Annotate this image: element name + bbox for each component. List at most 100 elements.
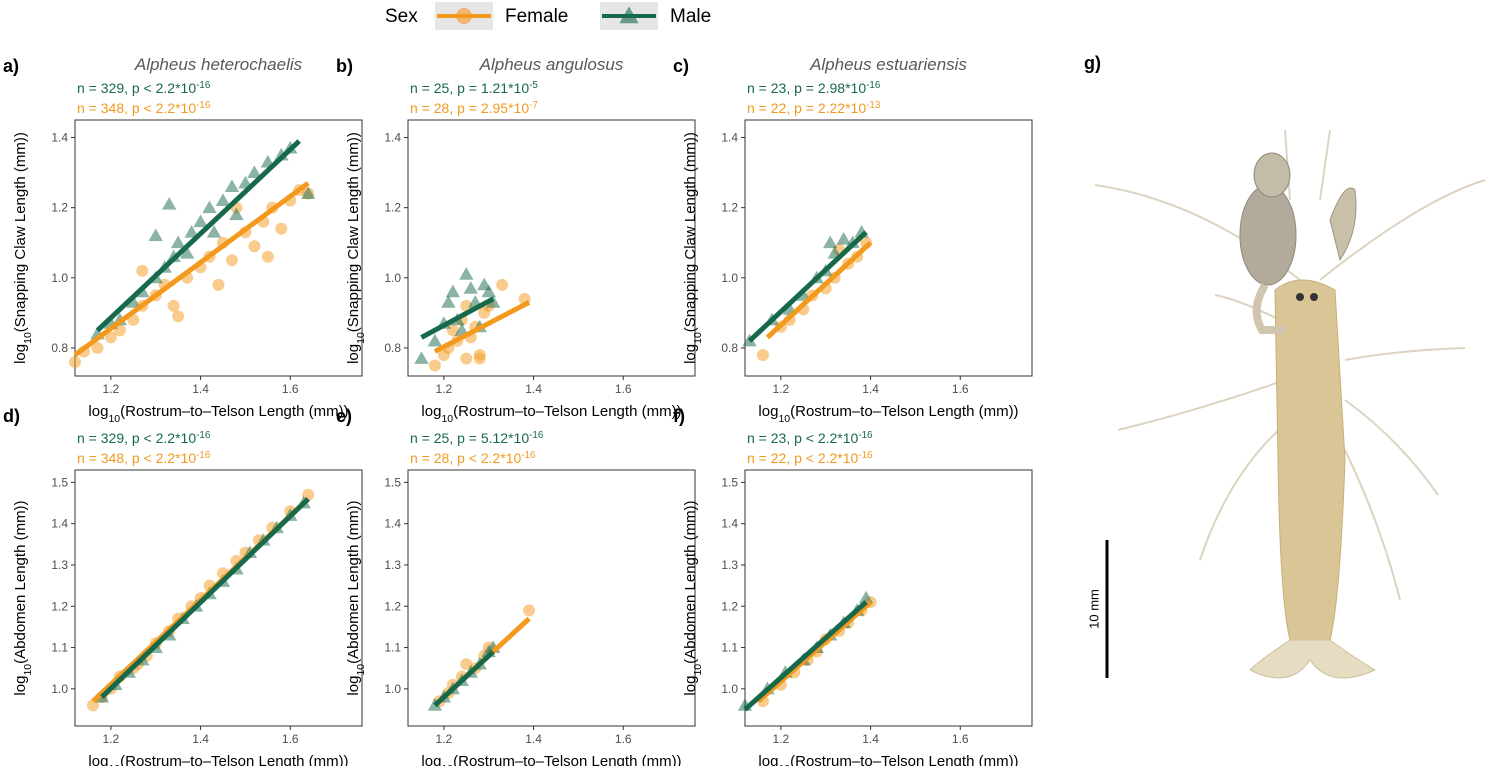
data-point xyxy=(275,222,288,235)
fit-line xyxy=(756,600,873,704)
y-tick-label: 1.5 xyxy=(384,475,401,489)
y-tick-label: 1.2 xyxy=(384,201,401,215)
data-point xyxy=(161,196,177,210)
data-point xyxy=(454,323,470,336)
data-point xyxy=(300,186,316,200)
text-part: -16 xyxy=(858,450,873,461)
fit-line xyxy=(743,600,868,712)
y-tick-label: 1.2 xyxy=(51,201,68,215)
text-part: log xyxy=(682,676,699,696)
text-part: n = 348, p < 2.2*10 xyxy=(77,100,196,116)
text-part: -16 xyxy=(196,100,211,111)
y-axis-label: log10(Abdomen Length (mm)) xyxy=(682,500,704,695)
data-point xyxy=(248,240,261,253)
stat-label: n = 348, p < 2.2*10-16 xyxy=(77,100,211,117)
legend-key-marker xyxy=(619,6,639,24)
text-part: 10 xyxy=(355,332,367,344)
legend-label: Male xyxy=(670,6,711,27)
text-part: log xyxy=(421,753,441,766)
x-axis-label: log10(Rostrum–to–Telson Length (mm)) xyxy=(758,753,1018,766)
text-part: (Rostrum–to–Telson Length (mm)) xyxy=(790,403,1018,420)
text-part: n = 28, p = 2.95*10 xyxy=(410,100,529,116)
text-part: (Rostrum–to–Telson Length (mm)) xyxy=(120,753,348,766)
panel-label: e) xyxy=(336,406,352,426)
text-part: -5 xyxy=(529,80,538,91)
data-point xyxy=(445,284,461,298)
data-point xyxy=(460,299,473,312)
data-point xyxy=(473,352,486,365)
data-point xyxy=(225,254,238,267)
text-part: n = 23, p < 2.2*10 xyxy=(747,430,859,446)
stat-label: n = 348, p < 2.2*10-16 xyxy=(77,450,211,467)
text-part: (Rostrum–to–Telson Length (mm)) xyxy=(453,403,681,420)
data-point xyxy=(229,207,244,221)
x-tick-label: 1.2 xyxy=(103,732,120,746)
text-part: -16 xyxy=(529,430,544,441)
text-part: 10 xyxy=(22,664,34,676)
data-point xyxy=(179,246,195,259)
plot-area xyxy=(74,469,363,727)
text-part: n = 348, p < 2.2*10 xyxy=(77,450,196,466)
y-tick-label: 1.5 xyxy=(721,475,738,489)
data-point xyxy=(148,228,163,242)
stat-label: n = 25, p = 1.21*10-5 xyxy=(410,80,538,97)
text-part: -7 xyxy=(529,100,538,111)
stat-label: n = 329, p < 2.2*10-16 xyxy=(77,80,211,97)
fit-line xyxy=(433,649,495,708)
data-point xyxy=(302,488,315,501)
x-tick-label: 1.6 xyxy=(615,382,632,396)
fit-line xyxy=(100,497,310,699)
data-point xyxy=(224,179,240,193)
text-part: log xyxy=(421,403,441,420)
x-tick-label: 1.6 xyxy=(952,732,969,746)
x-tick-label: 1.4 xyxy=(525,732,542,746)
stat-label: n = 23, p < 2.2*10-16 xyxy=(747,430,873,447)
x-axis-label: log10(Rostrum–to–Telson Length (mm)) xyxy=(88,753,348,766)
y-axis-label: log10(Snapping Claw Length (mm)) xyxy=(12,132,34,364)
y-tick-label: 1.2 xyxy=(721,201,738,215)
text-part: log xyxy=(88,403,108,420)
text-part: (Rostrum–to–Telson Length (mm)) xyxy=(453,753,681,766)
x-tick-label: 1.4 xyxy=(862,382,879,396)
data-point xyxy=(170,235,186,249)
data-point xyxy=(261,250,274,263)
data-point xyxy=(126,295,141,308)
text-part: 10 xyxy=(22,332,34,344)
plot-area xyxy=(407,119,696,377)
data-point xyxy=(796,288,811,301)
text-part: (Snapping Claw Length (mm)) xyxy=(345,132,362,332)
y-tick-label: 1.0 xyxy=(721,682,738,696)
fit-line xyxy=(747,230,868,343)
shrimp-body xyxy=(1239,152,1377,679)
legend-key-marker xyxy=(456,8,472,24)
legend-label: Female xyxy=(505,6,568,27)
text-part: 10 xyxy=(108,763,120,766)
data-point xyxy=(414,351,429,364)
plot-area xyxy=(744,119,1033,377)
text-part: n = 22, p < 2.2*10 xyxy=(747,450,859,466)
x-axis-label: log10(Rostrum–to–Telson Length (mm)) xyxy=(421,403,681,425)
fit-line xyxy=(765,240,873,340)
x-axis-label: log10(Rostrum–to–Telson Length (mm)) xyxy=(88,403,348,425)
text-part: -16 xyxy=(196,80,211,91)
text-part: log xyxy=(758,403,778,420)
text-part: 10 xyxy=(441,413,453,425)
data-point xyxy=(193,214,208,228)
panel-label: d) xyxy=(3,406,20,426)
text-part: n = 25, p = 5.12*10 xyxy=(410,430,529,446)
scale-label: 10 mm xyxy=(1086,589,1101,629)
text-part: -16 xyxy=(858,430,873,441)
text-part: log xyxy=(345,344,362,364)
text-part: n = 22, p = 2.22*10 xyxy=(747,100,866,116)
text-part: (Snapping Claw Length (mm)) xyxy=(682,132,699,332)
y-tick-label: 1.0 xyxy=(721,271,738,285)
text-part: n = 23, p = 2.98*10 xyxy=(747,80,866,96)
data-point xyxy=(496,278,509,291)
text-part: 10 xyxy=(441,763,453,766)
data-point xyxy=(427,333,443,347)
panel-title: Alpheus estuariensis xyxy=(809,55,967,74)
stat-label: n = 329, p < 2.2*10-16 xyxy=(77,430,211,447)
text-part: (Abdomen Length (mm)) xyxy=(345,500,362,663)
fit-line xyxy=(95,139,301,333)
text-part: -16 xyxy=(521,450,536,461)
